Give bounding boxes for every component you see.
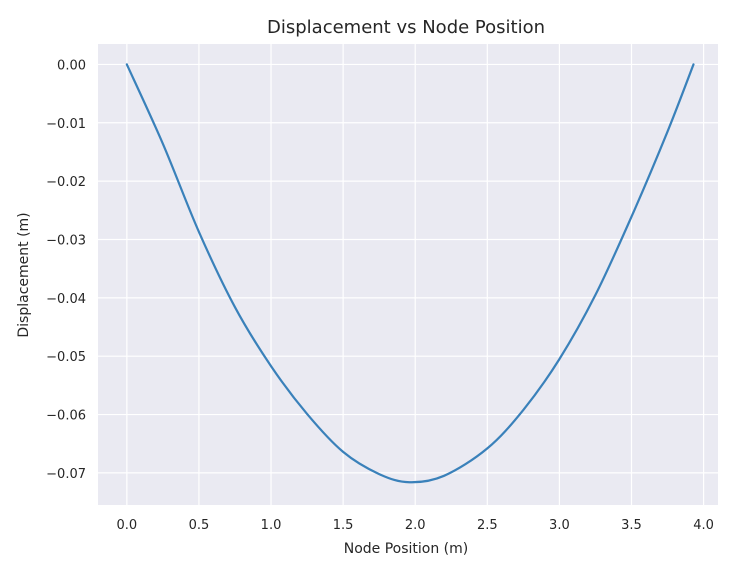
y-tick-label: 0.00 [57,58,86,73]
displacement-line [125,63,695,484]
grid [98,44,718,505]
x-axis-label: Node Position (m) [344,541,469,557]
series-group [125,63,695,484]
x-tick-label: 2.0 [405,518,426,533]
x-tick-label: 1.5 [333,518,354,533]
y-tick-label: −0.01 [46,117,86,132]
plot-area [98,44,718,505]
x-tick-label: 1.0 [261,518,282,533]
x-tick-label: 0.5 [189,518,210,533]
x-axis-ticks: 0.0 0.5 1.0 1.5 2.0 2.5 3.0 3.5 4.0 [116,518,713,533]
x-tick-label: 3.0 [549,518,570,533]
x-tick-label: 3.5 [621,518,642,533]
x-tick-label: 2.5 [477,518,498,533]
chart-title: Displacement vs Node Position [267,17,545,38]
x-tick-label: 4.0 [693,518,714,533]
x-tick-label: 0.0 [116,518,137,533]
y-tick-label: −0.05 [46,350,86,365]
y-axis-label: Displacement (m) [16,212,32,337]
y-tick-label: −0.06 [46,409,86,424]
y-tick-label: −0.03 [46,233,86,248]
y-tick-label: −0.04 [46,292,86,307]
y-tick-label: −0.07 [46,467,86,482]
y-tick-label: −0.02 [46,175,86,190]
y-axis-ticks: 0.00 −0.01 −0.02 −0.03 −0.04 −0.05 −0.06 −0.07 [46,58,86,481]
